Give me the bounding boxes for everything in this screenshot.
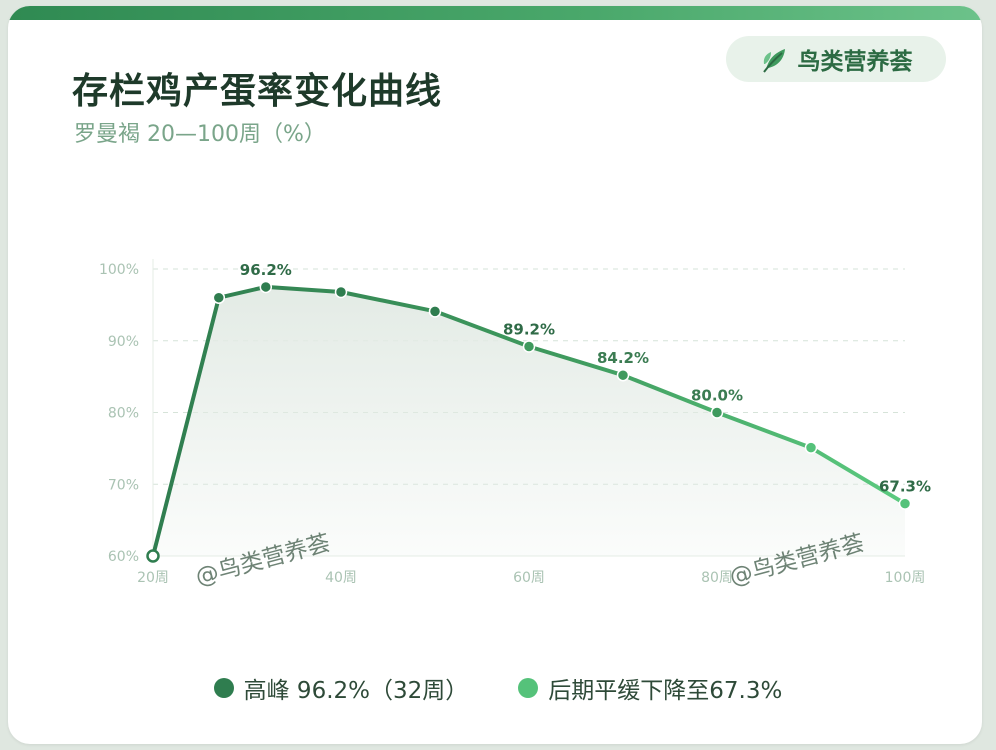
data-label: 96.2% — [240, 261, 292, 279]
data-point-start — [146, 549, 160, 563]
data-point — [259, 280, 273, 294]
data-point — [898, 497, 912, 510]
x-tick-label: 100周 — [885, 570, 926, 586]
y-tick-label: 60% — [108, 549, 139, 565]
legend-item-peak: 高峰 96.2%（32周） — [213, 671, 469, 705]
data-point — [428, 305, 442, 318]
data-label: 67.3% — [879, 478, 931, 496]
brand-name: 鸟类营养荟 — [797, 49, 913, 75]
chart-subtitle: 罗曼褐 20—100周（%） — [74, 122, 326, 147]
x-tick-label: 40周 — [325, 570, 357, 586]
brand-badge: 鸟类营养荟 — [726, 36, 946, 82]
data-point — [522, 340, 536, 353]
y-tick-label: 80% — [108, 406, 139, 422]
data-point — [710, 406, 724, 419]
data-point — [334, 285, 348, 299]
data-point — [616, 368, 630, 382]
x-tick-label: 80周 — [701, 570, 733, 586]
legend-marker-decline — [518, 678, 539, 698]
chart-legend: 高峰 96.2%（32周） 后期平缓下降至67.3% — [0, 668, 996, 708]
chart-card: 存栏鸡产蛋率变化曲线 罗曼褐 20—100周（%） 鸟类营养荟 — [8, 6, 982, 744]
series-line — [151, 284, 907, 558]
legend-label-decline: 后期平缓下降至67.3% — [548, 678, 783, 704]
data-point — [212, 291, 226, 304]
legend-label-peak: 高峰 96.2%（32周） — [243, 678, 469, 704]
data-point — [804, 441, 818, 454]
y-tick-label: 70% — [108, 477, 139, 493]
x-tick-label: 20周 — [137, 570, 169, 586]
data-label: 89.2% — [503, 320, 555, 338]
data-label: 80.0% — [691, 387, 743, 405]
chart-title: 存栏鸡产蛋率变化曲线 — [72, 71, 443, 112]
accent-bar — [8, 6, 982, 20]
data-label: 84.2% — [597, 349, 649, 367]
x-tick-label: 60周 — [513, 570, 545, 586]
area-fill — [153, 286, 905, 556]
y-tick-label: 100% — [99, 262, 139, 278]
legend-item-decline: 后期平缓下降至67.3% — [518, 671, 782, 705]
y-tick-label: 90% — [108, 334, 139, 350]
legend-marker-peak — [213, 678, 234, 698]
leaf-icon — [760, 44, 790, 74]
